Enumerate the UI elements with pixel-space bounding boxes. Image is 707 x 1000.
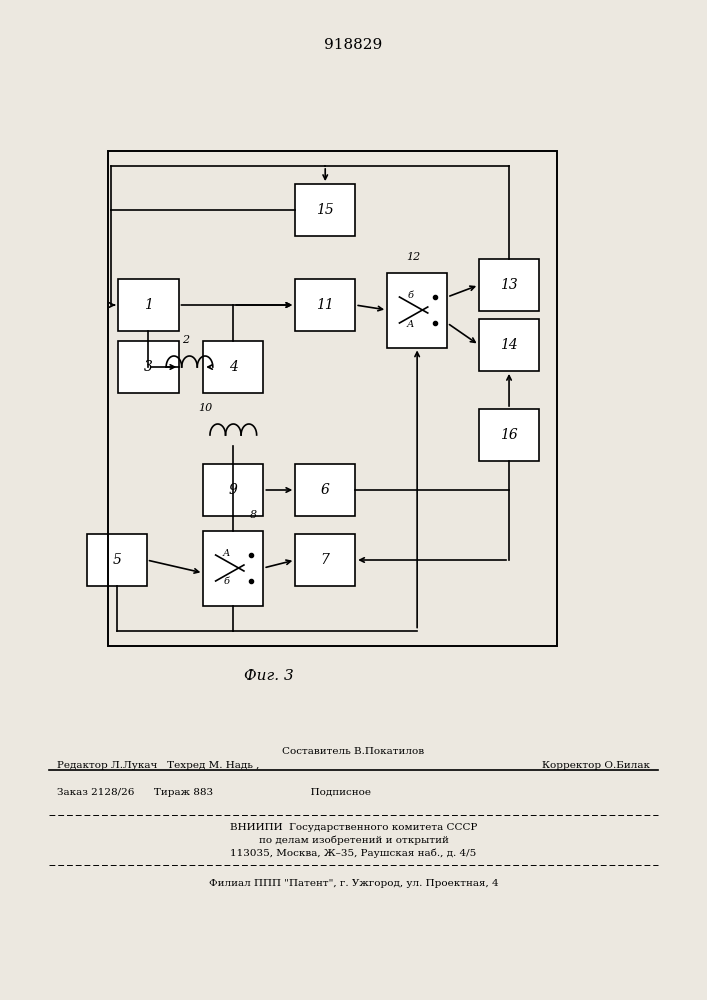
Text: А: А: [407, 320, 414, 329]
Text: Филиал ППП "Патент", г. Ужгород, ул. Проектная, 4: Филиал ППП "Патент", г. Ужгород, ул. Про…: [209, 879, 498, 888]
FancyBboxPatch shape: [295, 534, 355, 586]
Text: 11: 11: [316, 298, 334, 312]
Text: 1: 1: [144, 298, 153, 312]
FancyBboxPatch shape: [295, 279, 355, 331]
FancyBboxPatch shape: [118, 341, 178, 393]
Text: 16: 16: [500, 428, 518, 442]
Text: Фиг. 3: Фиг. 3: [244, 668, 293, 682]
FancyBboxPatch shape: [295, 184, 355, 236]
Text: Корректор О.Билак: Корректор О.Билак: [542, 760, 650, 770]
FancyBboxPatch shape: [479, 319, 539, 371]
Text: по делам изобретений и открытий: по делам изобретений и открытий: [259, 835, 448, 845]
Text: 3: 3: [144, 360, 153, 374]
Text: 5: 5: [112, 553, 121, 567]
Text: 15: 15: [316, 203, 334, 217]
Text: Составитель В.Покатилов: Составитель В.Покатилов: [282, 748, 425, 756]
Text: 918829: 918829: [325, 38, 382, 52]
Text: 13: 13: [500, 278, 518, 292]
FancyBboxPatch shape: [86, 534, 147, 586]
FancyBboxPatch shape: [204, 464, 264, 516]
Text: 12: 12: [407, 252, 421, 262]
Text: 9: 9: [229, 483, 238, 497]
Text: б: б: [223, 578, 229, 586]
Text: 7: 7: [321, 553, 329, 567]
FancyBboxPatch shape: [295, 464, 355, 516]
Text: Редактор Л.Лукач   Техред М. Надь ,: Редактор Л.Лукач Техред М. Надь ,: [57, 760, 259, 770]
Text: Заказ 2128/26      Тираж 883                              Подписное: Заказ 2128/26 Тираж 883 Подписное: [57, 788, 370, 797]
Text: 4: 4: [229, 360, 238, 374]
FancyBboxPatch shape: [479, 409, 539, 461]
FancyBboxPatch shape: [204, 341, 264, 393]
FancyBboxPatch shape: [118, 279, 178, 331]
FancyBboxPatch shape: [387, 273, 447, 348]
Text: 2: 2: [182, 335, 189, 345]
Text: 8: 8: [250, 510, 257, 520]
Text: 113035, Москва, Ж–35, Раушская наб., д. 4/5: 113035, Москва, Ж–35, Раушская наб., д. …: [230, 848, 477, 858]
Text: б: б: [407, 292, 413, 300]
Text: 6: 6: [321, 483, 329, 497]
Text: А: А: [223, 550, 230, 558]
Text: 10: 10: [198, 403, 212, 413]
FancyBboxPatch shape: [204, 530, 264, 605]
Text: 14: 14: [500, 338, 518, 352]
FancyBboxPatch shape: [479, 259, 539, 311]
Text: ВНИИПИ  Государственного комитета СССР: ВНИИПИ Государственного комитета СССР: [230, 822, 477, 832]
